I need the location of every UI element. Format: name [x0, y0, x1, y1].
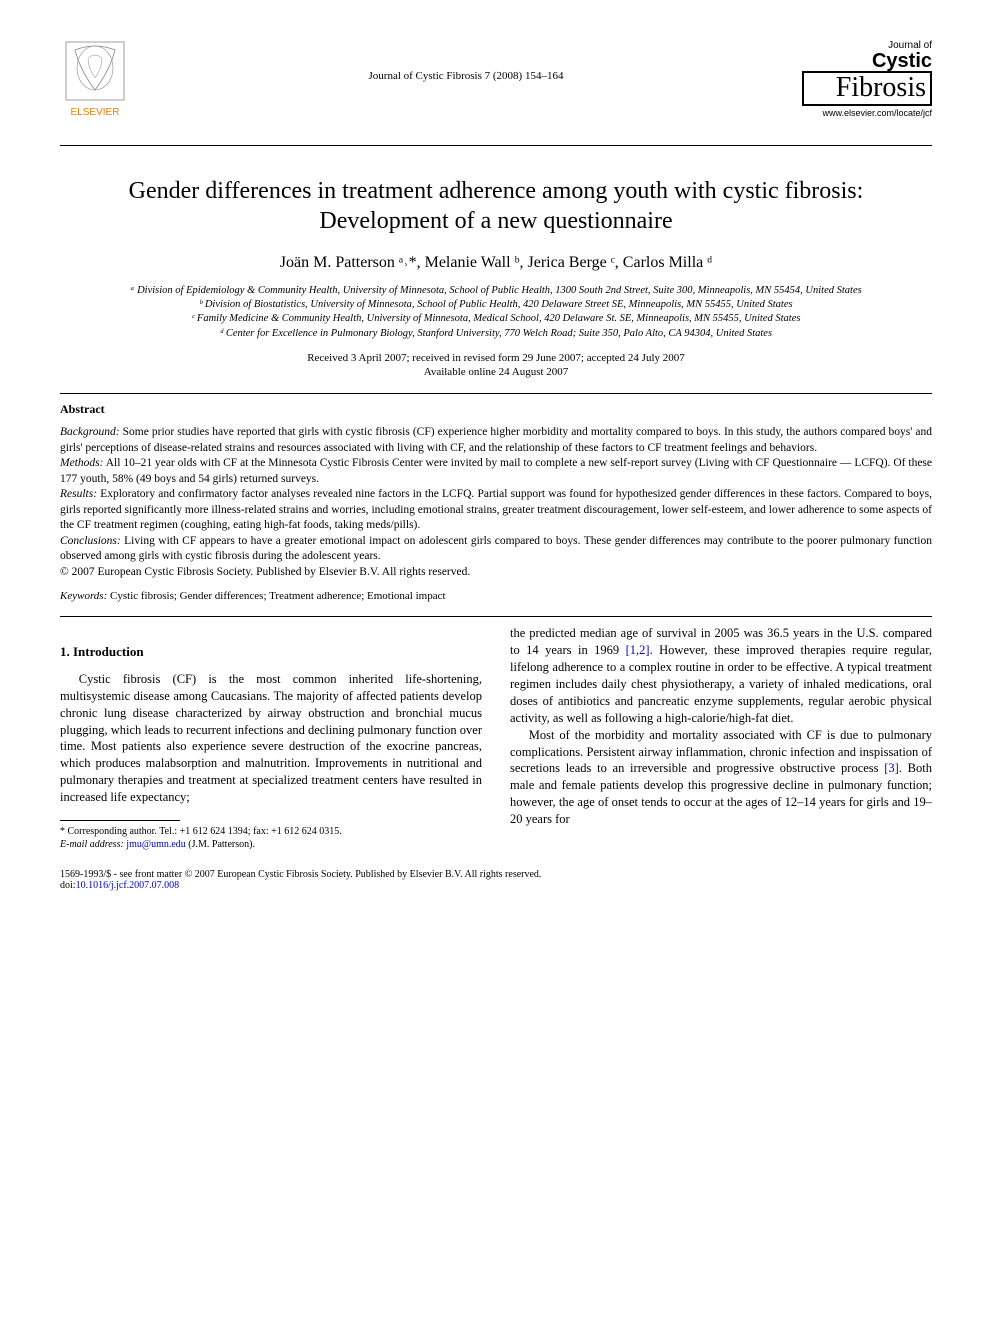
- background-label: Background:: [60, 426, 120, 438]
- conclusions-text: Living with CF appears to have a greater…: [60, 535, 932, 563]
- background-text: Some prior studies have reported that gi…: [60, 426, 932, 454]
- abstract-bottom-rule: [60, 616, 932, 617]
- body-columns: 1. Introduction Cystic fibrosis (CF) is …: [60, 625, 932, 851]
- issn-line: 1569-1993/$ - see front matter © 2007 Eu…: [60, 869, 932, 880]
- svg-text:ELSEVIER: ELSEVIER: [71, 107, 120, 118]
- abstract-heading: Abstract: [60, 402, 932, 417]
- citation-3[interactable]: [3]: [884, 761, 899, 775]
- results-text: Exploratory and confirmatory factor anal…: [60, 488, 932, 531]
- journal-logo-line1: Cystic: [802, 51, 932, 71]
- methods-text: All 10–21 year olds with CF at the Minne…: [60, 457, 932, 485]
- body-column-right: the predicted median age of survival in …: [510, 625, 932, 851]
- header-rule: [60, 145, 932, 146]
- affiliation-c: ᶜ Family Medicine & Community Health, Un…: [80, 312, 912, 326]
- affiliation-d: ᵈ Center for Excellence in Pulmonary Bio…: [80, 327, 912, 341]
- doi-link[interactable]: 10.1016/j.jcf.2007.07.008: [76, 880, 180, 891]
- email-suffix: (J.M. Patterson).: [186, 839, 255, 850]
- doi-label: doi:: [60, 880, 76, 891]
- journal-logo-line2: Fibrosis: [802, 71, 932, 106]
- citation-1-2[interactable]: [1,2]: [626, 643, 650, 657]
- introduction-heading: 1. Introduction: [60, 643, 482, 661]
- results-label: Results:: [60, 488, 97, 500]
- abstract-body: Background: Some prior studies have repo…: [60, 425, 932, 580]
- article-title: Gender differences in treatment adherenc…: [120, 176, 872, 236]
- authors: Joän M. Patterson ᵃ˒*, Melanie Wall ᵇ, J…: [60, 254, 932, 272]
- journal-reference: Journal of Cystic Fibrosis 7 (2008) 154–…: [130, 40, 802, 82]
- email-link[interactable]: jmu@umn.edu: [124, 839, 186, 850]
- received-date: Received 3 April 2007; received in revis…: [60, 351, 932, 365]
- abstract-copyright: © 2007 European Cystic Fibrosis Society.…: [60, 565, 932, 581]
- keywords: Keywords: Cystic fibrosis; Gender differ…: [60, 590, 932, 602]
- keywords-label: Keywords:: [60, 590, 107, 602]
- article-dates: Received 3 April 2007; received in revis…: [60, 351, 932, 380]
- intro-col2-p2a: Most of the morbidity and mortality asso…: [510, 728, 932, 776]
- elsevier-logo: ELSEVIER: [60, 40, 130, 125]
- online-date: Available online 24 August 2007: [60, 365, 932, 379]
- keywords-text: Cystic fibrosis; Gender differences; Tre…: [107, 590, 445, 602]
- intro-paragraph-1: Cystic fibrosis (CF) is the most common …: [60, 671, 482, 806]
- conclusions-label: Conclusions:: [60, 535, 121, 547]
- footnote-separator: [60, 820, 180, 821]
- email-label: E-mail address:: [60, 839, 124, 850]
- methods-label: Methods:: [60, 457, 103, 469]
- page-header: ELSEVIER Journal of Cystic Fibrosis 7 (2…: [60, 40, 932, 125]
- footnotes: * Corresponding author. Tel.: +1 612 624…: [60, 825, 482, 851]
- footer: 1569-1993/$ - see front matter © 2007 Eu…: [60, 869, 932, 891]
- body-column-left: 1. Introduction Cystic fibrosis (CF) is …: [60, 625, 482, 851]
- corresponding-author: * Corresponding author. Tel.: +1 612 624…: [60, 825, 482, 838]
- journal-logo: Journal of Cystic Fibrosis www.elsevier.…: [802, 40, 932, 118]
- affiliation-a: ᵃ Division of Epidemiology & Community H…: [80, 284, 912, 298]
- journal-url[interactable]: www.elsevier.com/locate/jcf: [802, 108, 932, 118]
- affiliation-b: ᵇ Division of Biostatistics, University …: [80, 298, 912, 312]
- affiliations: ᵃ Division of Epidemiology & Community H…: [80, 284, 912, 341]
- abstract-top-rule: [60, 393, 932, 394]
